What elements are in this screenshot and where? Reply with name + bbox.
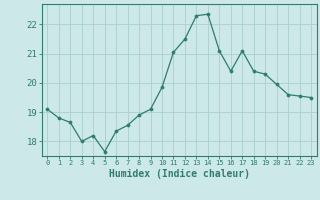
X-axis label: Humidex (Indice chaleur): Humidex (Indice chaleur) — [109, 169, 250, 179]
